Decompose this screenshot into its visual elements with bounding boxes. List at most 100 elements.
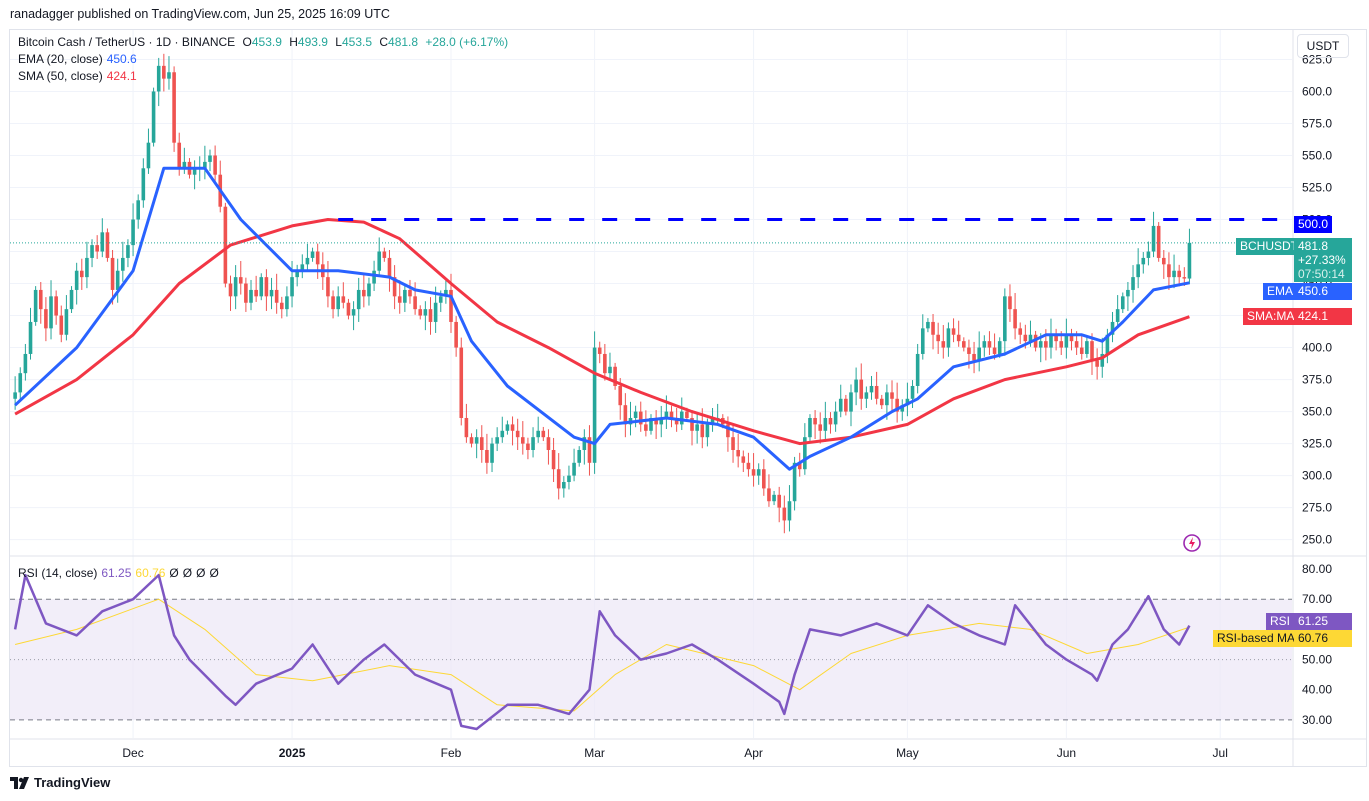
rsi-tick-label: 70.00 <box>1302 592 1332 606</box>
candle-body <box>290 277 294 297</box>
high-label: H <box>289 35 298 49</box>
candle-body <box>905 398 910 406</box>
candle <box>864 386 869 408</box>
price-tick-label: 250.0 <box>1302 533 1332 547</box>
candle <box>546 429 551 465</box>
price-tick-label: 275.0 <box>1302 501 1332 515</box>
candle <box>797 452 802 477</box>
currency-button[interactable]: USDT <box>1297 34 1349 58</box>
candle-body <box>172 72 176 143</box>
candle <box>1064 318 1069 359</box>
candle <box>526 437 530 460</box>
candle <box>772 490 776 506</box>
candle-body <box>305 257 310 265</box>
candle <box>977 331 981 372</box>
candle-body <box>633 411 638 418</box>
candle-body <box>79 270 84 278</box>
change-percent: +27.33% <box>1298 253 1346 267</box>
candle <box>310 247 315 262</box>
candle <box>428 297 433 335</box>
lightning-circle-icon[interactable] <box>1182 533 1201 552</box>
open-value: 453.9 <box>251 35 282 49</box>
candle <box>1126 282 1130 311</box>
candle <box>587 425 592 476</box>
candle <box>131 203 135 257</box>
price-tick-label: 300.0 <box>1302 469 1332 483</box>
ema-legend[interactable]: EMA (20, close) 450.6 <box>18 52 141 66</box>
candle-body <box>233 277 238 297</box>
candle-body <box>813 417 817 425</box>
close-value: 481.8 <box>388 35 419 49</box>
candle <box>264 269 269 311</box>
candle-body <box>1069 334 1074 342</box>
candle-body <box>310 251 315 258</box>
sma-legend[interactable]: SMA (50, close) 424.1 <box>18 69 141 83</box>
candle-body <box>910 385 915 399</box>
candle <box>285 286 289 317</box>
candle <box>274 273 279 314</box>
candle <box>208 149 212 172</box>
candle-body <box>213 155 217 175</box>
candle-body <box>85 257 89 278</box>
close-label: C <box>379 35 389 49</box>
candle-body <box>531 437 535 450</box>
candle-body <box>895 398 899 412</box>
candle <box>28 307 33 360</box>
low-label: L <box>335 35 342 49</box>
candle <box>474 429 479 459</box>
candle <box>926 318 930 333</box>
candle-body <box>223 206 228 284</box>
candle <box>367 277 371 306</box>
candle <box>413 282 417 315</box>
candle <box>1069 328 1074 351</box>
candle <box>1151 211 1156 258</box>
candle <box>1049 318 1053 359</box>
candle <box>90 239 94 268</box>
candle-body <box>736 450 740 457</box>
candle <box>44 297 48 342</box>
candle-body <box>649 417 653 431</box>
candle <box>521 421 525 455</box>
candle <box>1079 333 1084 360</box>
candle <box>454 316 458 357</box>
candle <box>1085 337 1089 358</box>
candle-body <box>254 289 258 297</box>
candle-body <box>1156 225 1161 258</box>
candle <box>915 343 920 394</box>
high-value: 493.9 <box>297 35 328 49</box>
candle <box>510 416 515 446</box>
low-value: 453.5 <box>341 35 373 49</box>
candle <box>803 423 807 475</box>
tradingview-logo[interactable]: TradingView <box>10 775 110 790</box>
candle <box>38 282 43 324</box>
candle-body <box>49 296 53 329</box>
published-caption: ranadagger published on TradingView.com,… <box>10 7 390 21</box>
candle <box>249 279 253 311</box>
candle-body <box>274 289 279 303</box>
rsi-value-tag: 61.25 <box>1294 613 1352 630</box>
candle-body <box>115 270 120 290</box>
candle <box>233 265 238 310</box>
candle-body <box>377 251 382 271</box>
candle-body <box>874 385 879 399</box>
candle <box>890 380 894 412</box>
candle <box>500 416 505 443</box>
rsi-legend[interactable]: RSI (14, close) 61.25 60.76 Ø Ø Ø Ø <box>18 566 223 580</box>
resistance-price-tag: 500.0 <box>1294 216 1333 233</box>
candle-body <box>828 417 833 425</box>
candle-body <box>356 289 361 310</box>
candle-body <box>941 341 946 348</box>
candle <box>608 352 612 379</box>
ema-label: EMA (20, close) <box>18 52 103 66</box>
time-tick-label: Dec <box>122 746 143 760</box>
candle-body <box>74 270 79 290</box>
candle <box>1187 228 1192 285</box>
candle-body <box>1085 341 1089 354</box>
candle-body <box>1136 264 1140 278</box>
candle <box>136 194 140 229</box>
candle <box>423 301 428 331</box>
candle <box>1054 328 1058 351</box>
candle-body <box>982 341 987 348</box>
candle-body <box>577 450 582 463</box>
